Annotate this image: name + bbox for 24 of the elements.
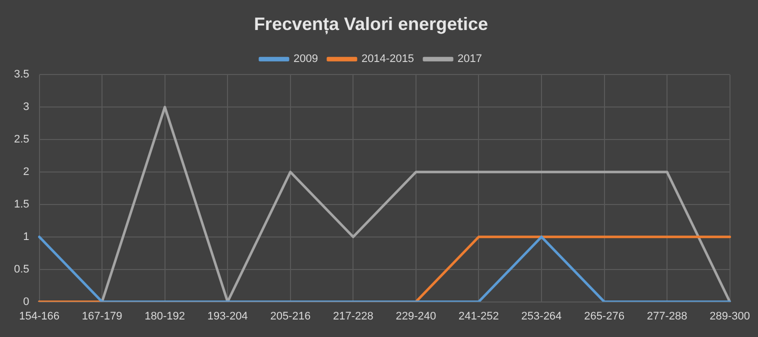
legend-label: 2017: [458, 53, 482, 66]
x-tick-label: 167-179: [82, 310, 122, 322]
y-tick-label: 0.5: [14, 263, 30, 276]
y-tick-label: 2: [23, 166, 30, 178]
x-tick-label: 193-204: [207, 310, 248, 322]
x-tick-label: 253-264: [521, 310, 562, 322]
x-tick-label: 241-252: [458, 310, 499, 322]
x-tick-label: 277-288: [646, 310, 688, 322]
chart-title: Frecvența Valori energetice: [254, 14, 488, 35]
x-tick-label: 265-276: [584, 310, 624, 322]
x-tick-label: 289-300: [710, 310, 750, 322]
x-tick-label: 229-240: [396, 310, 436, 322]
x-tick-label: 180-192: [144, 310, 186, 322]
x-tick-label: 205-216: [270, 310, 311, 322]
y-tick-label: 1.5: [14, 198, 30, 210]
legend-label: 2014-2015: [361, 53, 414, 66]
x-tick-label: 217-228: [332, 310, 374, 322]
y-tick-label: 3: [23, 101, 30, 114]
y-tick-label: 2.5: [14, 134, 30, 146]
y-tick-label: 1: [23, 230, 30, 243]
x-tick-label: 154-166: [19, 310, 60, 322]
y-tick-label: 0: [23, 296, 30, 308]
y-tick-label: 3.5: [14, 68, 30, 81]
legend-label: 2009: [293, 53, 318, 66]
